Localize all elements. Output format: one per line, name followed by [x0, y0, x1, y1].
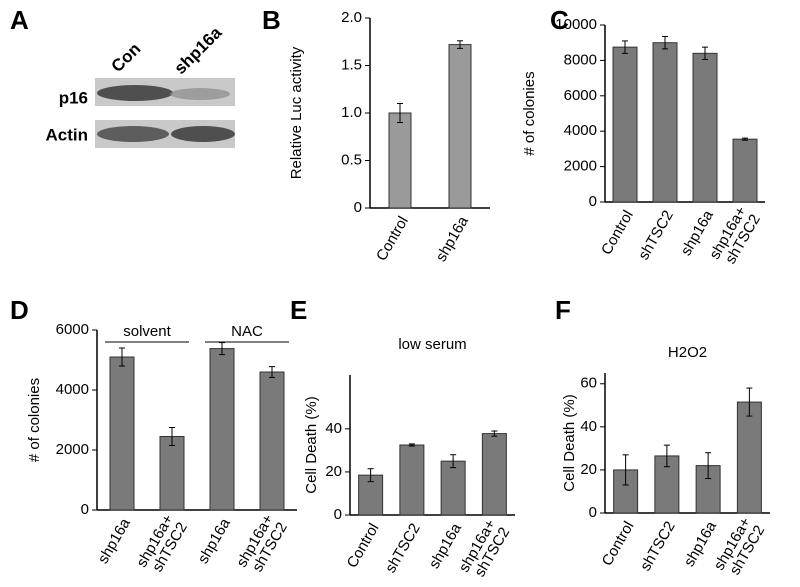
- bar: [612, 46, 638, 203]
- x-tick-label: shp16a+shTSC2: [233, 511, 291, 578]
- chart-title: H2O2: [668, 344, 707, 361]
- panel-letter: F: [555, 295, 571, 325]
- row-label: p16: [59, 88, 88, 107]
- error-bar: [269, 366, 275, 378]
- group-label: solvent: [123, 323, 171, 340]
- panel-letter: A: [10, 5, 29, 35]
- bar: [448, 44, 472, 209]
- bar: [732, 138, 758, 203]
- error-bar: [662, 36, 668, 50]
- error-bar: [169, 427, 175, 446]
- x-tick-label: shp16a+shTSC2: [711, 514, 769, 581]
- y-tick-label: 4000: [56, 381, 89, 398]
- y-tick-label: 60: [580, 375, 597, 392]
- y-tick-label: 20: [325, 463, 342, 480]
- y-tick-label: 1.5: [341, 56, 362, 73]
- y-axis-label: # of colonies: [26, 378, 43, 462]
- y-tick-label: 0: [354, 199, 362, 216]
- x-tick-label: Control: [598, 207, 637, 257]
- x-tick-label: shp16a+shTSC2: [133, 511, 191, 578]
- bar: [209, 348, 235, 511]
- x-tick-label: shTSC2: [382, 520, 424, 575]
- y-tick-label: 10000: [555, 16, 597, 33]
- group-label: NAC: [231, 323, 263, 340]
- x-tick-label: Control: [344, 520, 383, 570]
- error-bar: [450, 454, 457, 469]
- error-bar: [622, 454, 629, 486]
- panel-letter: C: [550, 5, 569, 35]
- x-tick-label: shTSC2: [637, 518, 679, 573]
- bar: [109, 356, 135, 511]
- error-bar: [219, 342, 225, 356]
- y-tick-label: 20: [580, 461, 597, 478]
- error-bar: [367, 468, 374, 483]
- bar: [159, 436, 185, 511]
- y-tick-label: 6000: [56, 321, 89, 338]
- y-tick-label: 2.0: [341, 9, 362, 26]
- x-tick-label: Control: [599, 518, 638, 568]
- panel-letter: E: [290, 295, 307, 325]
- y-axis-label: Relative Luc activity: [288, 46, 305, 179]
- y-tick-label: 0.5: [341, 151, 362, 168]
- bar: [440, 460, 466, 516]
- y-tick-label: 0: [589, 193, 597, 210]
- blot-band: [97, 85, 173, 101]
- error-bar: [457, 40, 463, 49]
- bar: [652, 42, 678, 203]
- y-tick-label: 0: [334, 506, 342, 523]
- bar: [695, 465, 721, 514]
- lane-label: Con: [108, 39, 145, 76]
- panel-letter: B: [262, 5, 281, 35]
- error-bar: [746, 387, 753, 417]
- error-bar: [663, 444, 670, 468]
- y-tick-label: 4000: [564, 122, 597, 139]
- bar: [736, 401, 762, 514]
- y-tick-label: 0: [81, 501, 89, 518]
- y-tick-label: 6000: [564, 87, 597, 104]
- x-tick-label: shp16a: [195, 515, 235, 567]
- y-tick-label: 40: [325, 420, 342, 437]
- error-bar: [491, 430, 498, 437]
- x-tick-label: shp16a+shTSC2: [456, 516, 514, 582]
- error-bar: [408, 443, 415, 447]
- x-tick-label: Control: [373, 213, 412, 263]
- y-tick-label: 0: [589, 504, 597, 521]
- x-tick-label: shTSC2: [635, 207, 677, 262]
- y-axis-label: Cell Death (%): [303, 396, 320, 494]
- y-tick-label: 1.0: [341, 104, 362, 121]
- x-tick-label: shp16a: [433, 213, 473, 265]
- error-bar: [119, 347, 125, 367]
- error-bar: [397, 103, 403, 123]
- bar: [692, 52, 718, 203]
- blot-band: [171, 126, 235, 142]
- error-bar: [702, 46, 708, 61]
- y-axis-label: Cell Death (%): [561, 394, 578, 492]
- error-bar: [742, 137, 748, 141]
- blot-band: [97, 126, 169, 142]
- panel-letter: D: [10, 295, 29, 325]
- bar: [388, 112, 412, 209]
- y-tick-label: 8000: [564, 51, 597, 68]
- chart-title: low serum: [398, 336, 466, 353]
- lane-label: shp16a: [171, 23, 226, 78]
- blot-band: [170, 88, 230, 100]
- error-bar: [705, 452, 712, 480]
- bar: [481, 433, 507, 516]
- y-tick-label: 2000: [564, 158, 597, 175]
- x-tick-label: shp16a: [95, 515, 135, 567]
- row-label: Actin: [46, 125, 89, 144]
- bar: [259, 371, 285, 511]
- y-axis-label: # of colonies: [521, 71, 538, 155]
- x-tick-label: shp16a+shTSC2: [706, 203, 764, 270]
- y-tick-label: 2000: [56, 441, 89, 458]
- error-bar: [622, 40, 628, 54]
- bar: [399, 444, 425, 516]
- y-tick-label: 40: [580, 418, 597, 435]
